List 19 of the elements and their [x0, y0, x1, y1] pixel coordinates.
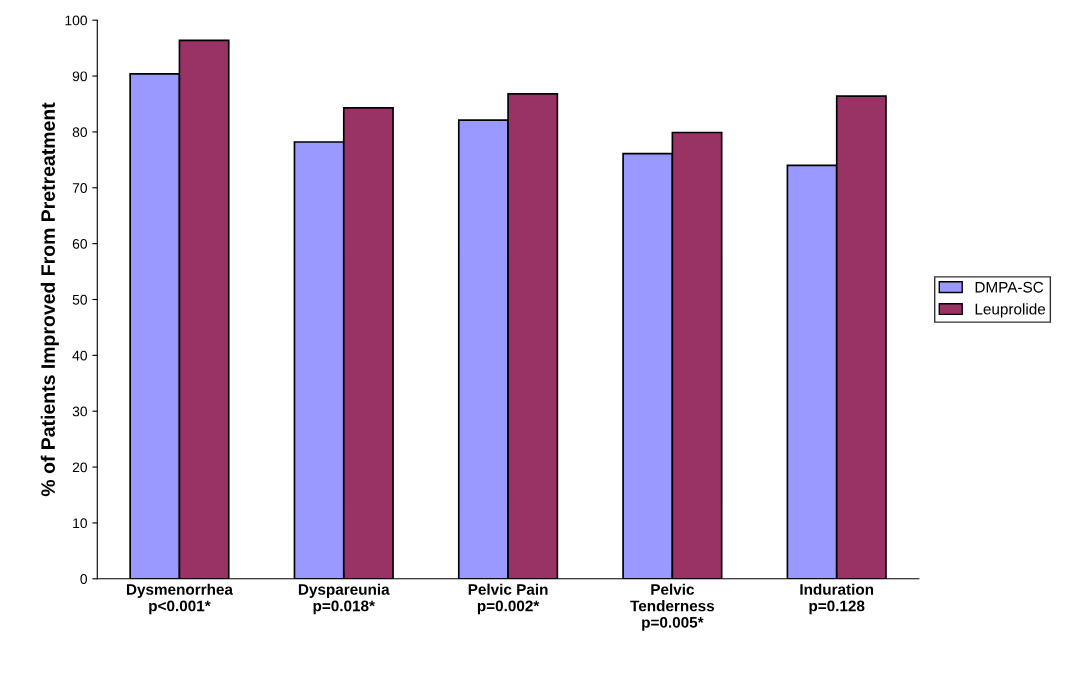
y-tick-label: 50: [72, 294, 88, 305]
x-tick-label: Pelvic Tenderness p=0.005*: [630, 583, 715, 631]
y-tick-label: 100: [65, 15, 88, 26]
y-axis-title: % of Patients Improved From Pretreatment: [40, 102, 59, 497]
legend-label: DMPA-SC: [975, 281, 1044, 293]
y-tick-label: 70: [72, 183, 88, 193]
y-tick-label: 20: [72, 462, 88, 473]
legend-label: Leuprolide: [975, 303, 1046, 318]
y-tick-label: 80: [72, 127, 88, 138]
y-tick-label: 40: [72, 350, 88, 361]
x-tick-label: Induration p=0.128: [800, 583, 874, 615]
y-tick-label: 0: [80, 574, 88, 584]
x-tick-label: Dysmenorrhea p<0.001*: [126, 583, 234, 615]
x-tick-label: Pelvic Pain p=0.002*: [468, 583, 548, 615]
x-tick-label: Dyspareunia p=0.018*: [298, 583, 390, 615]
y-tick-label: 30: [72, 406, 88, 417]
y-tick-label: 10: [73, 518, 88, 529]
y-tick-label: 90: [72, 71, 88, 82]
y-tick-label: 60: [72, 238, 88, 249]
